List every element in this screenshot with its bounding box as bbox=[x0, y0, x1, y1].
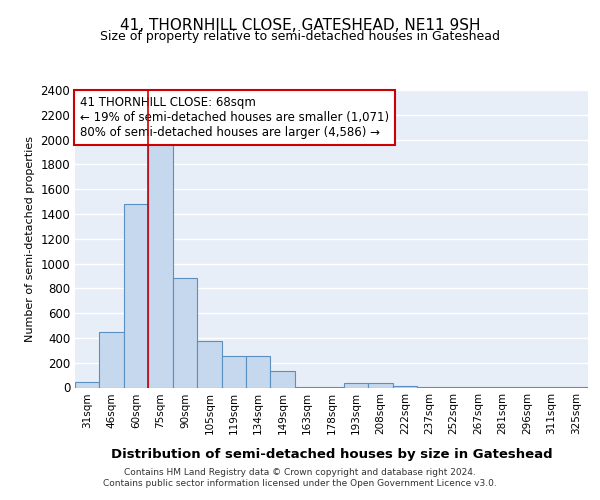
Bar bbox=[344, 383, 368, 388]
Bar bbox=[295, 387, 319, 388]
Text: 41 THORNHILL CLOSE: 68sqm
← 19% of semi-detached houses are smaller (1,071)
80% : 41 THORNHILL CLOSE: 68sqm ← 19% of semi-… bbox=[80, 96, 389, 139]
Bar bbox=[319, 387, 344, 388]
Bar bbox=[392, 386, 417, 388]
Bar bbox=[246, 356, 271, 388]
Bar bbox=[368, 383, 392, 388]
X-axis label: Distribution of semi-detached houses by size in Gateshead: Distribution of semi-detached houses by … bbox=[110, 448, 553, 462]
Bar bbox=[148, 140, 173, 388]
Bar bbox=[442, 387, 466, 388]
Bar bbox=[197, 341, 221, 388]
Bar bbox=[221, 356, 246, 388]
Bar bbox=[466, 387, 490, 388]
Bar bbox=[100, 332, 124, 388]
Text: 41, THORNHILL CLOSE, GATESHEAD, NE11 9SH: 41, THORNHILL CLOSE, GATESHEAD, NE11 9SH bbox=[120, 18, 480, 32]
Bar bbox=[417, 387, 442, 388]
Y-axis label: Number of semi-detached properties: Number of semi-detached properties bbox=[25, 136, 35, 342]
Bar bbox=[75, 382, 100, 388]
Text: Size of property relative to semi-detached houses in Gateshead: Size of property relative to semi-detach… bbox=[100, 30, 500, 43]
Bar bbox=[124, 204, 148, 388]
Text: Contains HM Land Registry data © Crown copyright and database right 2024.
Contai: Contains HM Land Registry data © Crown c… bbox=[103, 468, 497, 487]
Bar bbox=[173, 278, 197, 388]
Bar bbox=[271, 372, 295, 388]
